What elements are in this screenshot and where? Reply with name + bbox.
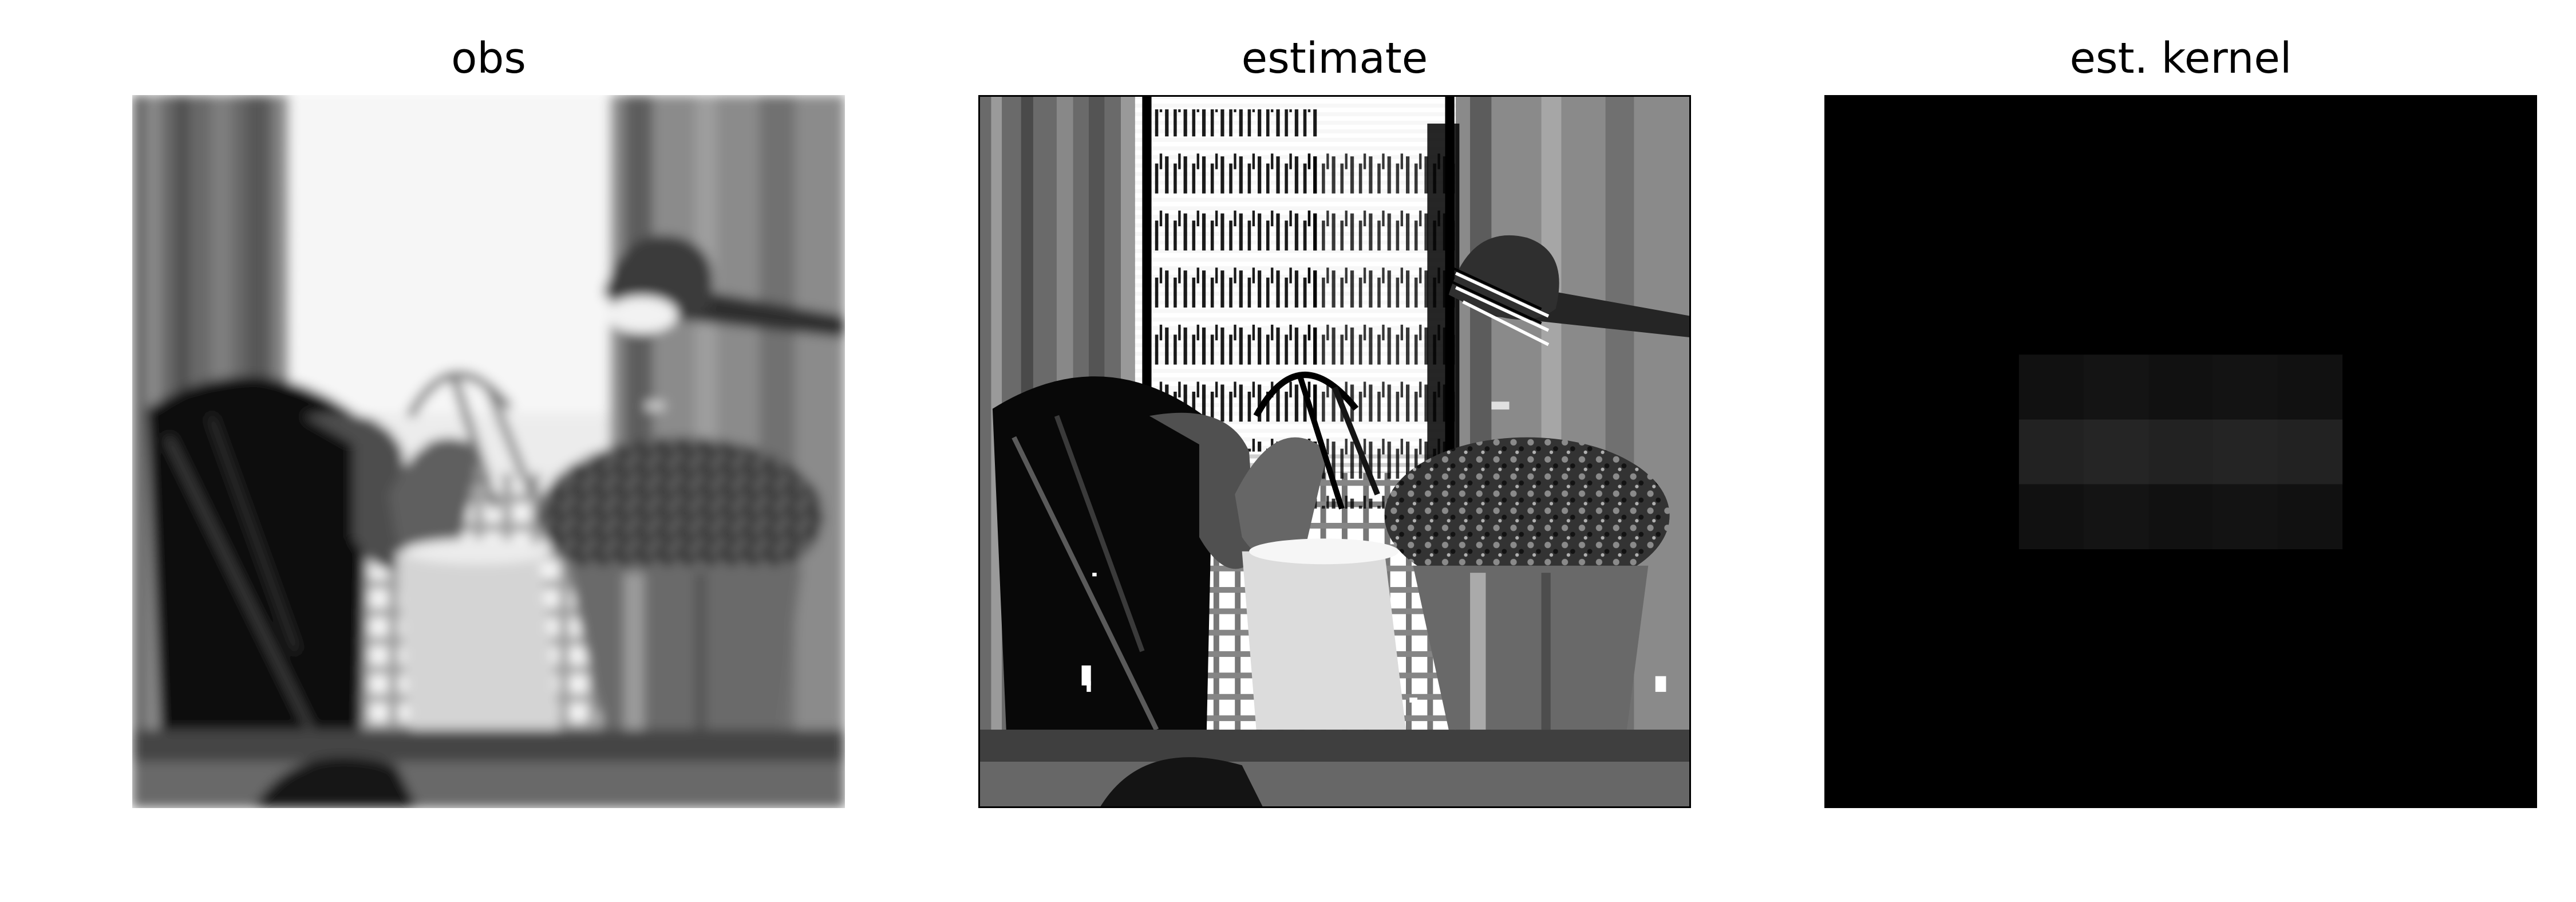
obs-image-panel (132, 95, 845, 808)
obs-panel-title: obs (451, 34, 526, 83)
kernel-bar-top (2018, 355, 2343, 420)
kernel-panel-title: est. kernel (2069, 34, 2292, 83)
kernel-image-panel (1824, 95, 2537, 808)
kernel-bar-bottom (2018, 484, 2343, 550)
obs-image (132, 95, 845, 808)
kernel-bar-middle (2018, 419, 2343, 485)
estimate-image-panel (978, 95, 1691, 808)
estimate-image (978, 95, 1691, 808)
estimate-panel-title: estimate (1241, 34, 1428, 83)
kernel-image (1824, 95, 2537, 808)
